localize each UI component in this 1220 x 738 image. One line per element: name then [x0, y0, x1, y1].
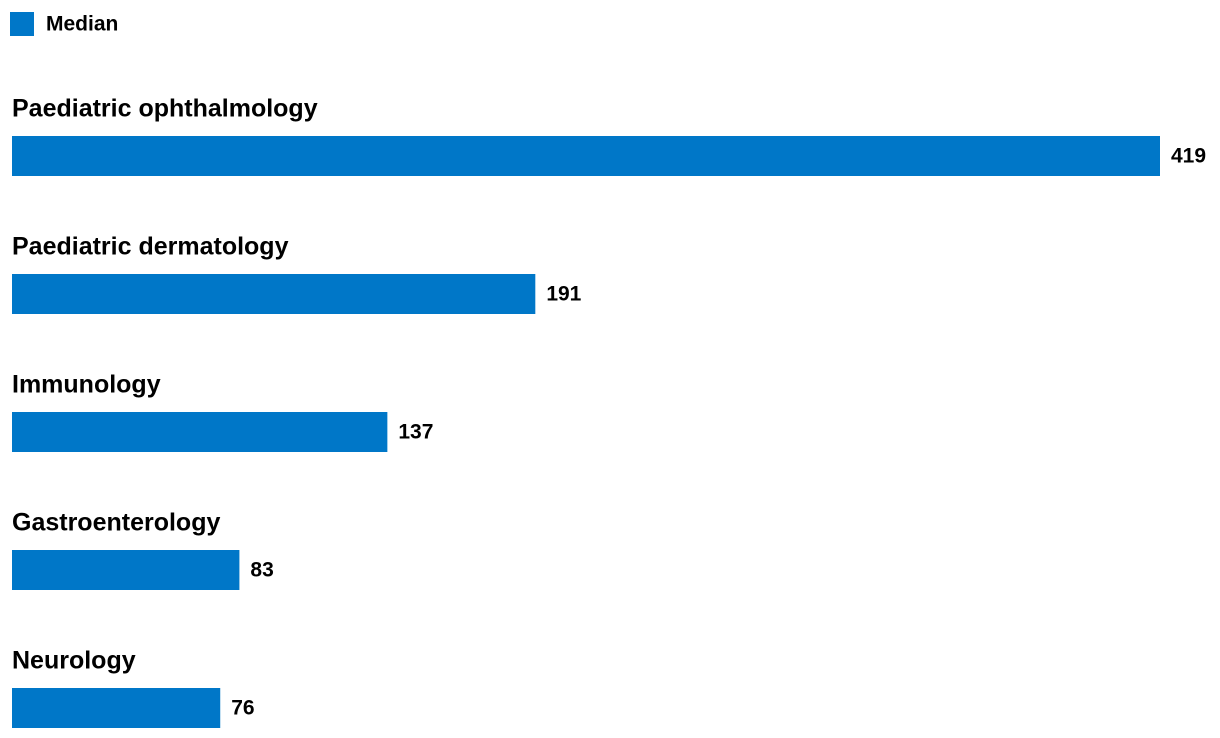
legend-swatch — [10, 12, 34, 36]
category-label: Neurology — [12, 647, 136, 675]
category-label: Gastroenterology — [12, 509, 220, 537]
value-label: 419 — [1171, 145, 1206, 168]
category-label: Paediatric dermatology — [12, 233, 289, 261]
value-label: 76 — [231, 697, 254, 720]
bar — [12, 274, 536, 314]
category-label: Paediatric ophthalmology — [12, 95, 318, 123]
value-label: 83 — [250, 559, 273, 582]
bar — [12, 412, 388, 452]
legend-label: Median — [46, 13, 118, 36]
category-label: Immunology — [12, 371, 161, 399]
bar — [12, 550, 240, 590]
value-label: 191 — [546, 283, 581, 306]
value-label: 137 — [398, 421, 433, 444]
bar — [12, 688, 221, 728]
bar — [12, 136, 1160, 176]
